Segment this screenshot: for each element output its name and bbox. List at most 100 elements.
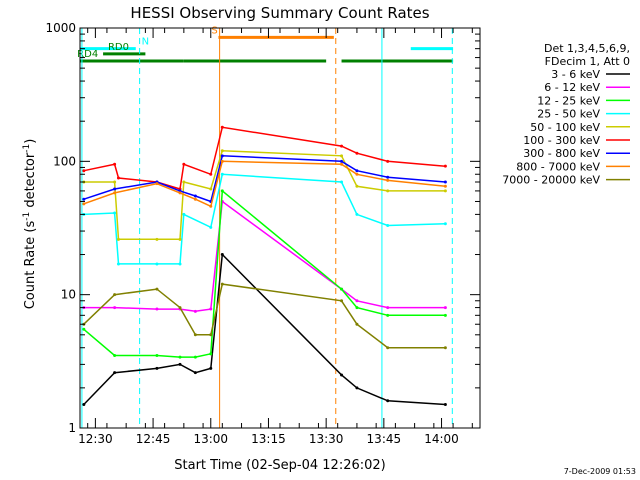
data-point bbox=[340, 162, 344, 166]
data-point bbox=[340, 287, 344, 291]
data-point bbox=[155, 366, 159, 370]
data-point bbox=[116, 176, 120, 180]
data-point bbox=[209, 366, 213, 370]
y-tick-label: 1 bbox=[68, 421, 76, 435]
data-point bbox=[340, 144, 344, 148]
x-tick-label: 13:30 bbox=[309, 432, 344, 446]
data-point bbox=[340, 159, 344, 163]
series-line-3 bbox=[83, 173, 446, 265]
data-point bbox=[355, 184, 359, 188]
data-point bbox=[386, 178, 390, 182]
legend-entry-label: 100 - 300 keV bbox=[523, 134, 600, 147]
y-tick-label: 100 bbox=[53, 154, 76, 168]
data-point bbox=[355, 151, 359, 155]
data-point bbox=[443, 306, 447, 310]
data-point bbox=[113, 211, 117, 215]
x-tick-label: 12:30 bbox=[78, 432, 113, 446]
data-point bbox=[113, 187, 117, 191]
legend-entry-label: 7000 - 20000 keV bbox=[502, 174, 600, 187]
data-point bbox=[182, 212, 186, 216]
data-point bbox=[443, 164, 447, 168]
data-point bbox=[355, 212, 359, 216]
data-point bbox=[155, 182, 159, 186]
data-point bbox=[209, 352, 213, 356]
data-point bbox=[386, 189, 390, 193]
data-point bbox=[386, 159, 390, 163]
data-point bbox=[340, 154, 344, 158]
series-line-2 bbox=[83, 189, 446, 358]
axes: 1 10 100 1000 12:30 12:45 13:00 13:15 13:30 13:45… bbox=[45, 21, 481, 446]
legend-entry-label: 25 - 50 keV bbox=[537, 108, 600, 121]
data-point bbox=[178, 262, 182, 266]
data-point bbox=[386, 313, 390, 317]
legend-entry-label: 6 - 12 keV bbox=[544, 81, 600, 94]
x-tick-label: 14:00 bbox=[424, 432, 459, 446]
data-point bbox=[155, 353, 159, 357]
plot-area: N RD0 RD4 S bbox=[77, 25, 454, 428]
data-point bbox=[113, 306, 117, 310]
flag-label-s: S bbox=[211, 25, 217, 36]
data-point bbox=[155, 287, 159, 291]
flag-label-rd4: RD4 bbox=[77, 49, 98, 60]
data-point bbox=[340, 299, 344, 303]
data-point bbox=[116, 262, 120, 266]
data-point bbox=[178, 237, 182, 241]
legend-entry-label: 3 - 6 keV bbox=[551, 68, 600, 81]
data-point bbox=[155, 307, 159, 311]
y-tick-label: 10 bbox=[61, 288, 76, 302]
data-point bbox=[386, 224, 390, 228]
legend-entry-label: 300 - 800 keV bbox=[523, 147, 600, 160]
data-point bbox=[209, 172, 213, 176]
data-point bbox=[220, 125, 224, 129]
data-point bbox=[82, 327, 86, 331]
data-point bbox=[443, 346, 447, 350]
data-point bbox=[355, 169, 359, 173]
x-axis-label: Start Time (02-Sep-04 12:26:02) bbox=[174, 458, 385, 473]
data-point bbox=[209, 333, 213, 337]
data-point bbox=[182, 180, 186, 184]
y-axis-label: Count Rate (s-1 detector-1) bbox=[22, 139, 38, 310]
series-line-5 bbox=[83, 126, 446, 190]
data-point bbox=[220, 149, 224, 153]
data-point bbox=[443, 184, 447, 188]
legend: Det 1,3,4,5,6,9,FDecim 1, Att 03 - 6 keV… bbox=[502, 42, 630, 187]
data-point bbox=[82, 202, 86, 206]
data-point bbox=[178, 355, 182, 359]
data-point bbox=[193, 333, 197, 337]
series-line-4 bbox=[83, 150, 446, 241]
x-tick-label: 13:45 bbox=[367, 432, 402, 446]
data-point bbox=[220, 189, 224, 193]
legend-header: Det 1,3,4,5,6,9, bbox=[544, 42, 630, 55]
data-point bbox=[209, 204, 213, 208]
data-point bbox=[82, 403, 86, 407]
data-point bbox=[193, 371, 197, 375]
series-line-0 bbox=[83, 252, 446, 406]
data-point bbox=[193, 194, 197, 198]
data-point bbox=[82, 169, 86, 173]
x-tick-label: 12:45 bbox=[136, 432, 171, 446]
data-point bbox=[182, 162, 186, 166]
y-tick-label: 1000 bbox=[45, 21, 76, 35]
data-point bbox=[340, 180, 344, 184]
data-point bbox=[113, 371, 117, 375]
data-point bbox=[178, 306, 182, 310]
data-point bbox=[209, 187, 213, 191]
data-point bbox=[113, 162, 117, 166]
data-point bbox=[209, 307, 213, 311]
data-point bbox=[155, 262, 159, 266]
data-point bbox=[443, 189, 447, 193]
flag-label-rd0: RD0 bbox=[108, 42, 129, 53]
chart-title: HESSI Observing Summary Count Rates bbox=[130, 4, 429, 22]
flag-label-n: N bbox=[142, 37, 149, 48]
data-point bbox=[116, 237, 120, 241]
data-point bbox=[193, 197, 197, 201]
data-point bbox=[355, 386, 359, 390]
data-point bbox=[443, 403, 447, 407]
x-tick-label: 13:15 bbox=[251, 432, 286, 446]
data-point bbox=[220, 154, 224, 158]
data-point bbox=[220, 159, 224, 163]
data-point bbox=[193, 355, 197, 359]
data-point bbox=[155, 237, 159, 241]
legend-header: FDecim 1, Att 0 bbox=[545, 55, 630, 68]
